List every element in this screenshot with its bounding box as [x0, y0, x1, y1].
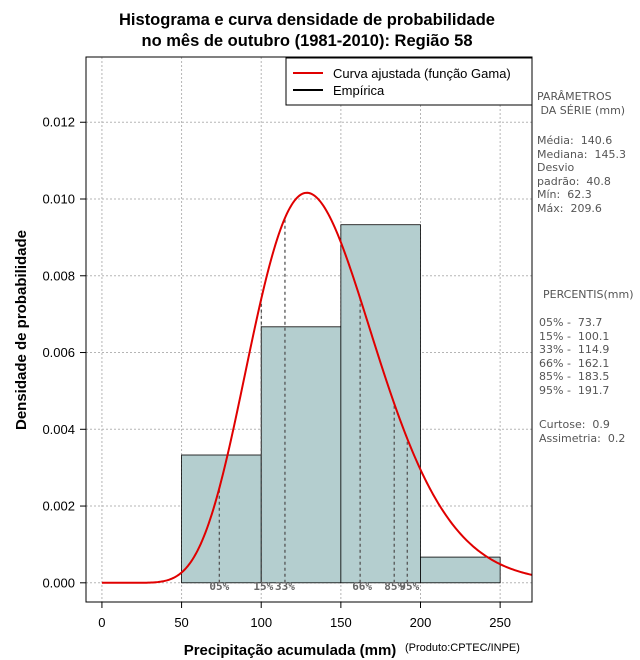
percentiles-list: 05% - 73.7 15% - 100.1 33% - 114.9 66% -… — [539, 316, 610, 397]
x-tick-label: 250 — [489, 615, 511, 630]
y-tick-label: 0.004 — [42, 422, 75, 437]
histogram-bar — [340, 224, 421, 584]
shape-stats: Curtose: 0.9 Assimetria: 0.2 — [539, 418, 626, 445]
legend-box — [285, 57, 533, 106]
x-axis-ticks: 0 50 100 150 200 250 — [98, 602, 511, 630]
legend: Curva ajustada (função Gama) Empírica — [285, 57, 533, 106]
percentile-label: 33% — [275, 580, 295, 593]
series-stats: Média: 140.6 Mediana: 145.3 Desvio padrã… — [537, 134, 626, 215]
histogram-bars — [181, 224, 501, 584]
percentile-labels: 05% 15% 33% 66% 85%95% — [209, 580, 419, 593]
histogram-bar — [181, 454, 262, 584]
chart-title-line2: no mês de outubro (1981-2010): Região 58 — [141, 32, 472, 50]
x-tick-label: 150 — [330, 615, 352, 630]
x-tick-label: 200 — [410, 615, 432, 630]
x-axis-label: Precipitação acumulada (mm) — [184, 642, 397, 659]
legend-fit-label: Curva ajustada (função Gama) — [333, 66, 511, 81]
percentile-label: 05% — [209, 580, 229, 593]
percentiles-title: PERCENTIS(mm) — [543, 288, 634, 301]
histogram-bar — [260, 326, 342, 584]
percentile-label: 15% — [253, 580, 273, 593]
product-credit: (Produto:CPTEC/INPE) — [405, 642, 520, 654]
x-tick-label: 0 — [98, 615, 105, 630]
gamma-fit-curve — [101, 191, 533, 584]
legend-empirical-label: Empírica — [333, 83, 385, 98]
percentile-lines — [218, 217, 408, 583]
y-axis-ticks: 0.000 0.002 0.004 0.006 0.008 0.010 0.012 — [42, 115, 86, 590]
y-tick-label: 0.006 — [42, 345, 75, 360]
x-tick-label: 50 — [174, 615, 188, 630]
percentile-label: 66% — [352, 580, 372, 593]
y-tick-label: 0.012 — [42, 115, 75, 130]
y-tick-label: 0.010 — [42, 192, 75, 207]
y-tick-label: 0.008 — [42, 268, 75, 283]
y-tick-label: 0.002 — [42, 499, 75, 514]
chart-title-line1: Histograma e curva densidade de probabil… — [119, 11, 495, 29]
plot-frame — [85, 56, 533, 603]
x-tick-label: 100 — [250, 615, 272, 630]
y-axis-label: Densidade de probabilidade — [13, 230, 30, 430]
series-params-title: PARÂMETROS DA SÉRIE (mm) — [537, 90, 626, 117]
percentile-label: 85% — [384, 580, 404, 593]
histogram-bar — [420, 556, 501, 584]
percentile-label: 95% — [399, 580, 419, 593]
y-tick-label: 0.000 — [42, 575, 75, 590]
